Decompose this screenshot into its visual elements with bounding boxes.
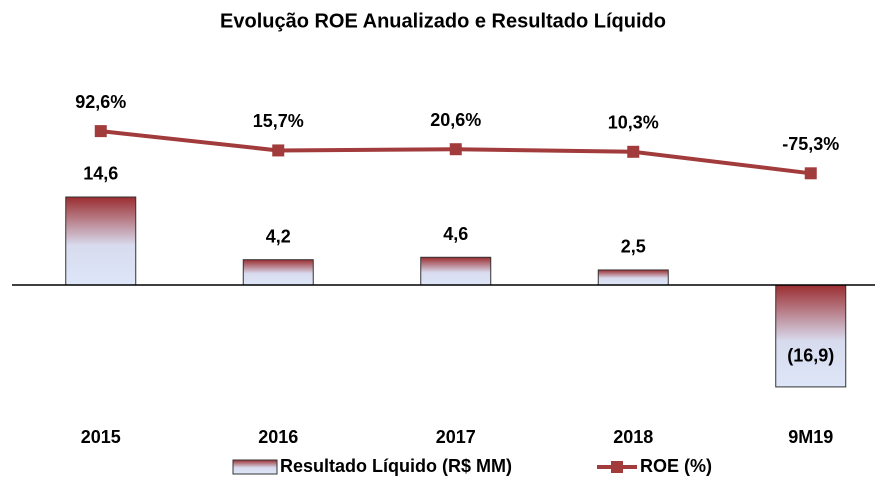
x-tick-label: 2017 (436, 427, 476, 447)
line-marker (94, 125, 107, 138)
legend-swatch (232, 459, 278, 475)
bar (420, 256, 492, 286)
bar (65, 196, 137, 286)
bar-value-label: 4,6 (443, 224, 468, 244)
line-value-label: -75,3% (782, 134, 839, 154)
bar-value-label: (16,9) (787, 346, 834, 366)
legend-label: ROE (%) (640, 456, 712, 476)
line-marker (449, 143, 462, 156)
x-tick-label: 2015 (81, 427, 121, 447)
line-value-label: 20,6% (430, 110, 481, 130)
bar-value-label: 2,5 (621, 237, 646, 257)
line-marker (627, 145, 640, 158)
bar-value-label: 14,6 (83, 164, 118, 184)
chart-title: Evolução ROE Anualizado e Resultado Líqu… (220, 10, 666, 32)
line-marker (804, 167, 817, 180)
x-tick-label: 2018 (613, 427, 653, 447)
bar (597, 269, 669, 286)
legend-label: Resultado Líquido (R$ MM) (280, 456, 512, 476)
bar (242, 259, 314, 286)
line-value-label: 92,6% (75, 92, 126, 112)
x-tick-label: 9M19 (788, 427, 833, 447)
line-value-label: 10,3% (608, 113, 659, 133)
legend-marker (611, 461, 623, 473)
x-tick-label: 2016 (258, 427, 298, 447)
line-marker (272, 144, 285, 157)
bar-value-label: 4,2 (266, 226, 291, 246)
bar (775, 284, 847, 388)
line-value-label: 15,7% (253, 111, 304, 131)
